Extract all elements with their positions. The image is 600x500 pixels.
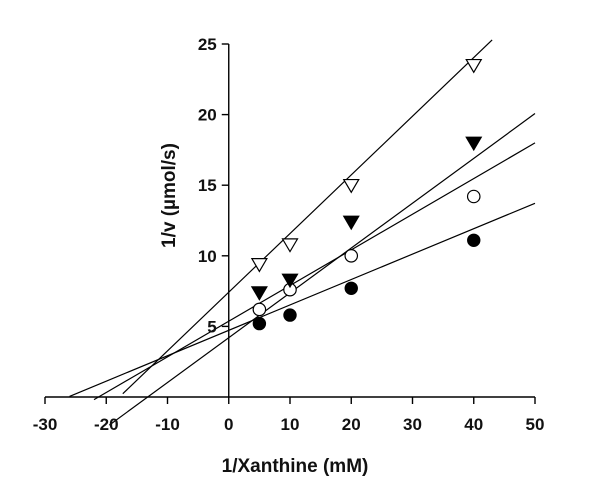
y-tick-label: 15: [198, 176, 217, 195]
x-tick-label: 40: [464, 415, 483, 434]
open-triangle-down-point: [465, 58, 483, 74]
x-tick-label: 20: [342, 415, 361, 434]
open-circle-point: [466, 189, 481, 204]
fit-line: [108, 113, 536, 426]
filled-triangle-down-point: [281, 273, 299, 289]
filled-triangle-down-point: [342, 215, 360, 231]
x-tick-label: 30: [403, 415, 422, 434]
open-triangle-down-point: [342, 178, 360, 194]
open-circle-point: [252, 302, 267, 317]
y-tick-label: 25: [198, 35, 217, 54]
open-circle-point: [344, 249, 359, 263]
x-tick-label: -20: [94, 415, 119, 434]
ticks-layer: -30 -20 -10 0 10 20 30 40 50 5 10 15 20 25: [33, 35, 545, 434]
fit-line: [93, 142, 536, 401]
fit-line: [69, 202, 536, 397]
filled-circle-point: [467, 233, 481, 247]
x-axis-title: 1/Xanthine (mM): [222, 456, 369, 477]
x-tick-label: 50: [526, 415, 545, 434]
open-triangle-down-point: [250, 258, 268, 273]
y-tick-label: 10: [198, 247, 217, 266]
y-axis-title: 1/v (µmol/s): [159, 143, 180, 248]
y-tick-label: 5: [207, 317, 216, 336]
fit-lines-layer: [69, 39, 536, 426]
filled-circle-point: [283, 308, 297, 322]
fit-line: [122, 39, 493, 395]
filled-triangle-down-point: [250, 286, 268, 301]
open-triangle-down-point: [281, 238, 299, 253]
filled-circle-point: [252, 316, 267, 331]
filled-circle-point: [344, 281, 358, 295]
filled-triangle-down-point: [465, 136, 483, 152]
x-tick-label: 10: [281, 415, 300, 434]
x-tick-label: -10: [155, 415, 180, 434]
data-points-layer: [250, 58, 483, 331]
x-tick-label: -30: [33, 415, 58, 434]
x-tick-label: 0: [224, 415, 233, 434]
axes-layer: [45, 44, 535, 398]
y-tick-label: 20: [198, 106, 217, 125]
